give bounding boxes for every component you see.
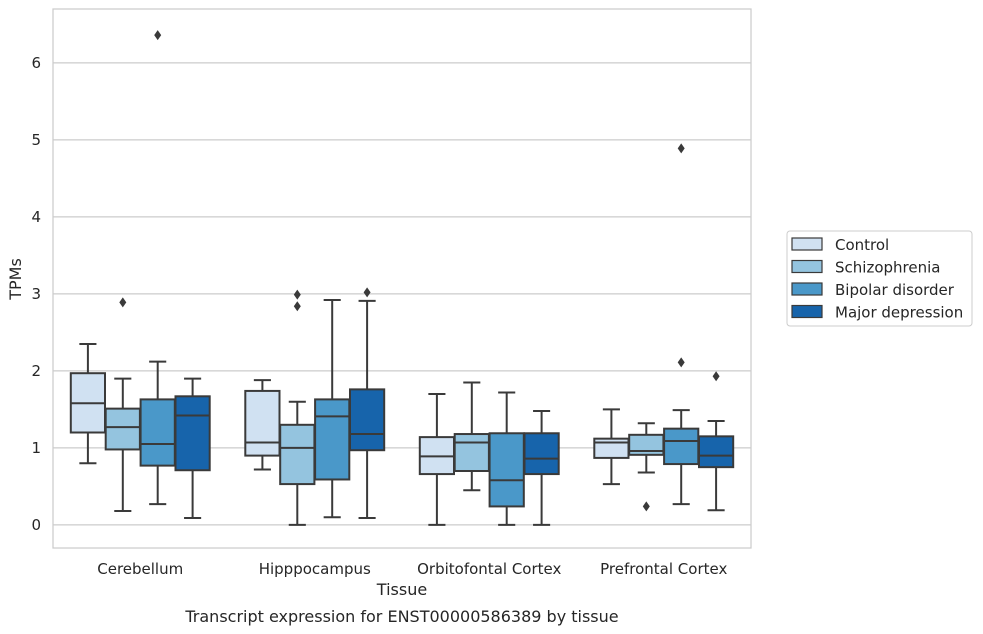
x-tick-label: Prefrontal Cortex <box>600 560 727 578</box>
legend-label: Bipolar disorder <box>835 281 955 299</box>
legend-swatch <box>791 259 823 274</box>
y-tick-label: 3 <box>31 285 41 303</box>
legend-swatch <box>791 282 823 296</box>
chart-caption: Transcript expression for ENST0000058638… <box>184 607 618 626</box>
box <box>523 432 560 476</box>
outlier-point <box>677 143 685 154</box>
y-tick-label: 0 <box>31 516 41 534</box>
legend-swatch <box>791 304 823 319</box>
outlier-point <box>119 297 127 308</box>
box <box>279 423 316 486</box>
outlier-point <box>677 357 685 368</box>
box <box>348 388 386 452</box>
y-tick-label: 1 <box>31 439 41 457</box>
legend-swatch <box>791 237 823 251</box>
x-axis-title: Tissue <box>376 580 427 599</box>
outlier-point <box>293 301 301 312</box>
box <box>453 433 490 473</box>
x-tick-label: Orbitofontal Cortex <box>417 560 561 578</box>
legend-label: Control <box>835 236 889 254</box>
outlier-point <box>293 289 301 300</box>
y-axis-title: TPMs <box>6 258 25 301</box>
y-tick-label: 5 <box>31 131 41 149</box>
legend-label: Schizophrenia <box>835 259 940 277</box>
y-tick-label: 4 <box>31 208 41 226</box>
box <box>314 398 351 481</box>
box <box>663 427 700 466</box>
legend-label: Major depression <box>835 304 963 322</box>
legend-frame <box>786 230 973 327</box>
box <box>697 435 735 469</box>
box-layer <box>69 30 735 526</box>
x-tick-label: Hipppocampus <box>259 560 371 578</box>
box <box>104 407 141 451</box>
x-tick-label: Cerebellum <box>97 560 183 578</box>
outlier-point <box>712 371 720 382</box>
box <box>174 395 211 472</box>
box <box>244 389 281 457</box>
box <box>139 398 176 467</box>
y-tick-label: 2 <box>31 362 41 380</box>
legend: Control Schizophrenia Bipolar disorder Majo… <box>786 230 973 327</box>
outlier-point <box>642 501 650 512</box>
plot-area-frame <box>52 8 752 549</box>
outlier-point <box>363 287 371 298</box>
axis-layer: 0 1 2 3 4 5 6 Cerebellum Hipppocampus Orbitofonta… <box>31 54 727 578</box>
box <box>488 432 525 508</box>
y-tick-label: 6 <box>31 54 41 72</box>
outlier-point <box>154 30 162 41</box>
